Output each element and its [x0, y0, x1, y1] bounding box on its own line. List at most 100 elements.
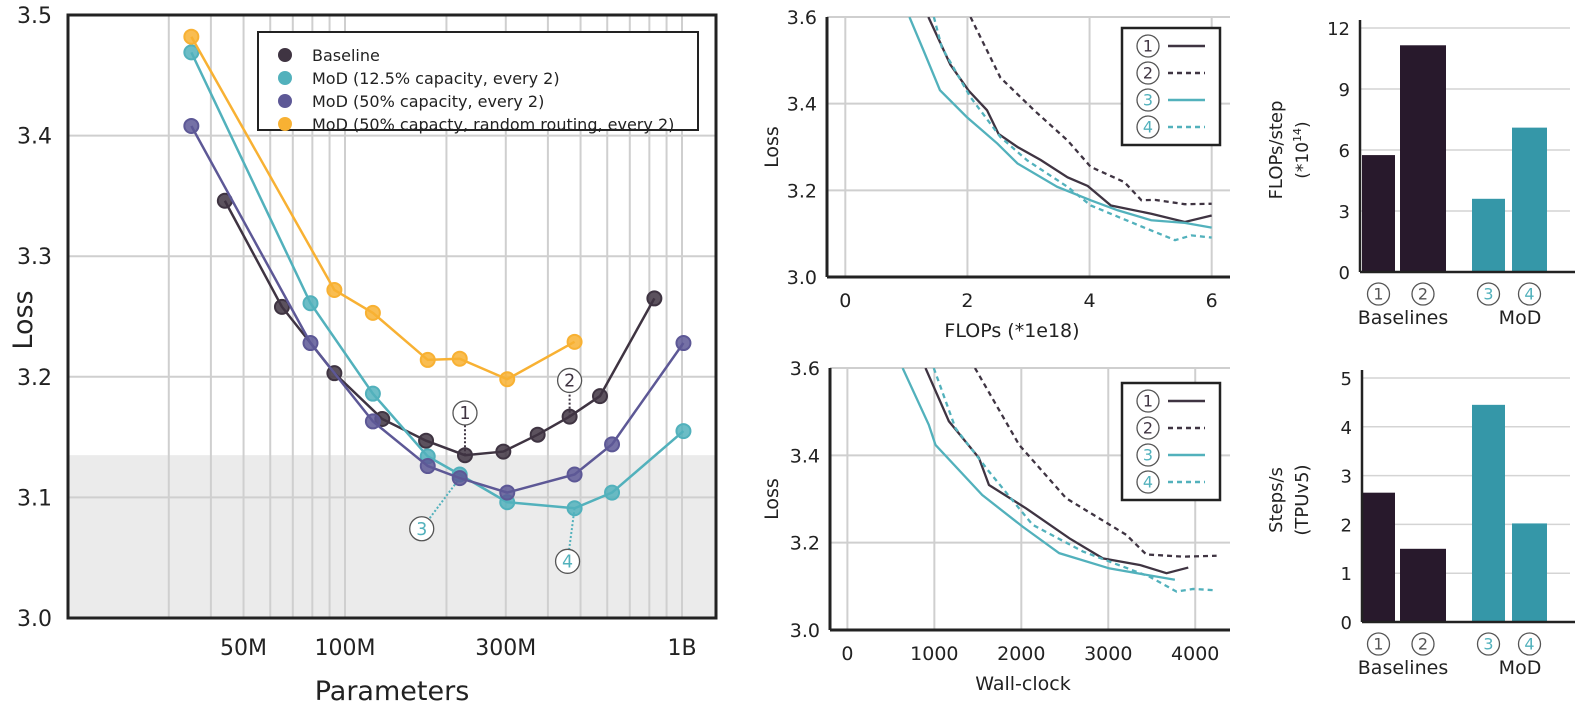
circled-number-4: 4 — [1517, 632, 1542, 656]
bar-1 — [1362, 492, 1395, 622]
circled-number-label: 2 — [1143, 64, 1153, 83]
circled-number-label: 4 — [1524, 635, 1534, 654]
circled-number-label: 3 — [1143, 91, 1153, 110]
circled-number-4: 4 — [1136, 115, 1160, 139]
data-point — [456, 447, 473, 464]
circle-marker — [1476, 632, 1501, 656]
legend: 1 2 3 4 — [1120, 26, 1222, 147]
x-tick-label: 1000 — [910, 643, 958, 665]
loss-curve-3 — [901, 368, 1176, 581]
y-tick-label: 3.0 — [790, 620, 820, 642]
y-tick-label: 4 — [1341, 418, 1352, 439]
circled-number-4: 4 — [1136, 470, 1160, 494]
bar-3 — [1472, 404, 1505, 622]
data-point — [183, 44, 200, 61]
series-line — [223, 200, 656, 457]
data-point — [451, 350, 468, 367]
circled-number-2: 2 — [1136, 416, 1160, 440]
y-tick-label: 3.2 — [790, 533, 820, 555]
y-tick-label: 3.6 — [790, 358, 820, 380]
x-tick-label: 2000 — [997, 643, 1045, 665]
x-tick-label: 300M — [475, 636, 536, 661]
x-tick-label: 50M — [220, 636, 267, 661]
circle-marker — [1366, 282, 1391, 306]
series-3 — [183, 28, 583, 388]
circled-number-2: 2 — [556, 367, 583, 394]
data-point — [302, 295, 319, 312]
legend-label: MoD (50% capacty, random routing, every … — [312, 115, 674, 134]
group-label-baselines: Baselines — [1358, 307, 1448, 329]
circled-number-4: 4 — [1517, 282, 1542, 306]
circled-number-1: 1 — [1366, 632, 1391, 656]
y-tick-label: 3.5 — [17, 4, 52, 29]
legend-box — [257, 31, 699, 131]
shaded-region — [68, 455, 716, 618]
data-point — [418, 432, 435, 449]
data-point — [499, 371, 516, 388]
plot-frame — [66, 13, 718, 620]
circled-number-label: 3 — [1143, 446, 1153, 465]
bar-4 — [1512, 523, 1547, 622]
circled-number-3: 3 — [1476, 282, 1501, 306]
circled-number-1: 1 — [1136, 34, 1160, 58]
y-tick-label: 12 — [1327, 19, 1350, 40]
circle-marker — [1136, 88, 1160, 112]
circle-marker — [1366, 632, 1391, 656]
circled-number-label: 2 — [1418, 285, 1428, 304]
circled-number-label: 3 — [416, 520, 427, 540]
circle-marker — [1476, 282, 1501, 306]
x-axis-label: FLOPs (*1e18) — [944, 320, 1079, 342]
group-label-mod: MoD — [1499, 657, 1542, 679]
loss-curve-1 — [924, 368, 1189, 575]
circle-marker — [409, 516, 435, 542]
circled-number-label: 4 — [1524, 285, 1534, 304]
data-point — [529, 426, 546, 443]
bar-4 — [1512, 127, 1547, 272]
y-axis-unit-part: (*10 — [1293, 142, 1313, 179]
y-tick-label: 2 — [1341, 515, 1352, 536]
x-tick-label: 100M — [315, 636, 376, 661]
y-axis-label: Loss — [8, 290, 39, 349]
circled-number-3: 3 — [1136, 443, 1160, 467]
data-point — [273, 298, 290, 315]
y-axis-unit-label: (*1014) — [1291, 121, 1313, 178]
legend-label: MoD (50% capacity, every 2) — [312, 92, 544, 111]
circle-marker — [556, 367, 583, 394]
data-point — [566, 333, 583, 350]
bar-3 — [1472, 198, 1505, 272]
y-tick-label: 3.0 — [787, 267, 817, 289]
x-tick-label: 0 — [841, 643, 853, 665]
data-point — [302, 335, 319, 352]
circle-marker — [1136, 389, 1160, 413]
data-point — [566, 500, 583, 517]
data-point — [561, 408, 578, 425]
data-point — [183, 28, 200, 45]
y-tick-label: 6 — [1339, 141, 1350, 162]
group-label-baselines: Baselines — [1358, 657, 1448, 679]
x-tick-label: 2 — [961, 290, 973, 312]
legend-marker — [278, 117, 292, 131]
circle-marker — [1136, 443, 1160, 467]
series-0 — [216, 192, 663, 464]
y-axis-label: Loss — [761, 478, 783, 520]
y-tick-label: 1 — [1341, 564, 1352, 585]
loss-curve-2 — [969, 17, 1212, 206]
circled-number-2: 2 — [1411, 282, 1435, 306]
legend-label: Baseline — [312, 46, 380, 65]
data-point — [364, 413, 381, 430]
circle-marker — [1411, 632, 1435, 656]
circled-number-label: 1 — [1143, 392, 1153, 411]
x-tick-label: 0 — [839, 290, 851, 312]
bar-2 — [1400, 45, 1446, 273]
loss-curve-3 — [908, 17, 1212, 229]
y-tick-label: 9 — [1339, 80, 1350, 101]
circle-marker — [452, 400, 478, 426]
circle-marker — [1136, 34, 1160, 58]
y-tick-label: 3.4 — [790, 445, 820, 467]
y-tick-label: 3.1 — [17, 486, 52, 511]
series-2 — [183, 117, 692, 501]
data-point — [451, 470, 468, 487]
data-point — [675, 423, 692, 440]
circled-number-label: 2 — [1143, 419, 1153, 438]
